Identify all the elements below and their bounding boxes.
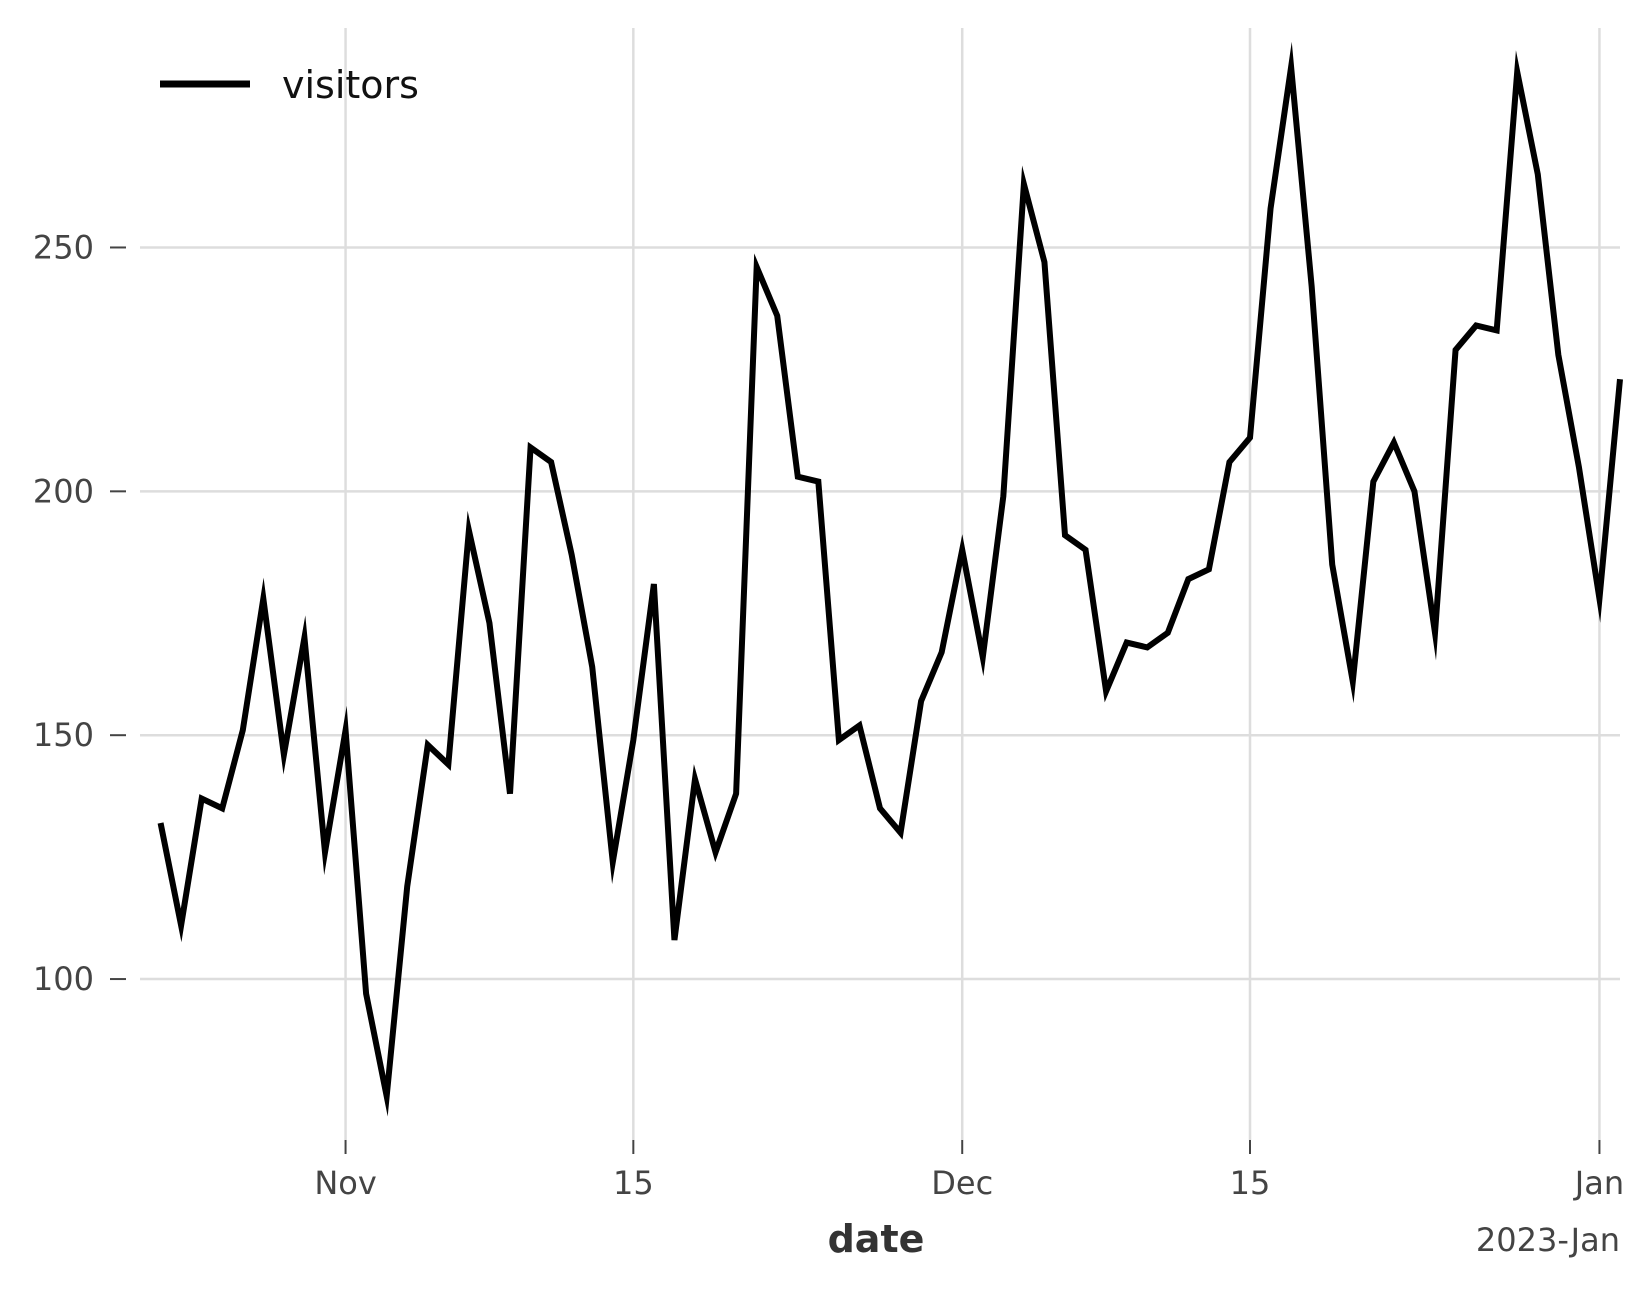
x-tick-label: Dec: [931, 1164, 993, 1202]
y-gridlines: [140, 246, 1620, 981]
y-axis: 100 150 200 250: [33, 228, 126, 998]
series-layer: [157, 41, 1623, 1117]
legend-label-visitors: visitors: [282, 63, 419, 107]
series-line-visitors: [157, 41, 1623, 1117]
y-tick-label: 150: [33, 716, 94, 754]
x-tick-label: Jan: [1573, 1164, 1624, 1202]
x-tick-label: 15: [1230, 1164, 1271, 1202]
x-gridlines: [344, 28, 1601, 1140]
x-axis: Nov 15 Dec 15 Jan: [314, 1140, 1624, 1202]
legend: visitors: [160, 63, 419, 107]
y-tick-label: 100: [33, 960, 94, 998]
x-offset-label: 2023-Jan: [1476, 1221, 1620, 1259]
x-tick-label: 15: [613, 1164, 654, 1202]
y-tick-label: 250: [33, 228, 94, 266]
x-tick-label: Nov: [314, 1164, 376, 1202]
y-tick-label: 200: [33, 472, 94, 510]
x-axis-title: date: [828, 1217, 925, 1261]
